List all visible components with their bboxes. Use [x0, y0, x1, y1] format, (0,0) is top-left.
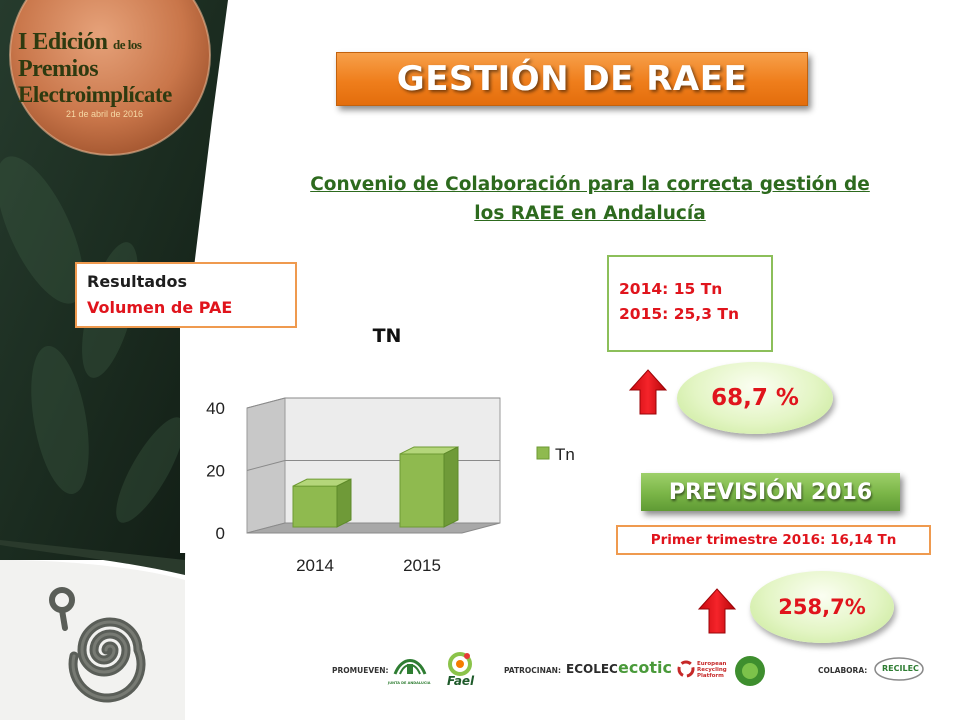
green-circle-logo-icon [735, 656, 765, 686]
reclec-logo-text: RECILEC [882, 664, 919, 673]
subtitle-line1: Convenio de Colaboración para la correct… [310, 174, 870, 195]
forecast-increase-value: 258,7% [778, 595, 866, 619]
fael-logo-text: Fael [447, 674, 475, 688]
sponsor-label: PATROCINAN: [504, 666, 561, 675]
chart-gridline-side [246, 397, 286, 409]
bar-side [443, 446, 459, 528]
badge-electroimplicate: Electroimplícate [18, 82, 172, 107]
subtitle-line2: los RAEE en Andalucía [474, 203, 706, 224]
legend-swatch [536, 446, 550, 460]
badge-premios: Premios [18, 56, 99, 82]
volume-label: Volumen de PAE [87, 298, 233, 317]
quarter-value: Primer trimestre 2016: 16,14 Tn [650, 532, 897, 548]
badge-de-los: de los [113, 37, 142, 52]
page-title: GESTIÓN DE RAEE [396, 59, 748, 99]
results-label: Resultados [87, 272, 187, 291]
ecotic-logo: ecotic [618, 658, 672, 677]
forecast-increase-oval: 258,7% [750, 571, 894, 643]
increase-2015-value: 68,7 % [711, 385, 799, 411]
quarter-box: Primer trimestre 2016: 16,14 Tn [616, 525, 931, 555]
y-tick-label: 40 [206, 399, 225, 418]
junta-logo-icon [393, 659, 427, 675]
subtitle: Convenio de Colaboración para la correct… [260, 170, 920, 228]
chart-gridline-side [246, 460, 286, 471]
badge-edition: I Edición [18, 29, 108, 55]
y-tick-label: 0 [216, 524, 225, 543]
value-2014: 2014: 15 Tn [619, 280, 723, 298]
awards-badge: I Edición de los Premios Electroimplícat… [18, 30, 218, 119]
footer-sponsors: PROMUEVEN: JUNTA DE ANDALUCIA Fael PATRO… [330, 650, 960, 692]
forecast-banner: PREVISIÓN 2016 [641, 473, 900, 511]
chart-title: TN [373, 325, 402, 347]
arrow-up-icon [697, 588, 737, 634]
bar [292, 485, 338, 528]
title-banner: GESTIÓN DE RAEE [336, 52, 808, 106]
values-box: 2014: 15 Tn 2015: 25,3 Tn [607, 255, 773, 352]
spiral-logo-icon [49, 587, 146, 703]
ecolec-logo: ECOLEC [566, 662, 618, 676]
increase-2015-oval: 68,7 % [677, 362, 833, 434]
x-tick-label: 2014 [296, 556, 334, 575]
bar-chart: 0 20 40 2014 2015 TN Tn [206, 325, 575, 575]
junta-logo-text: JUNTA DE ANDALUCIA [388, 681, 431, 685]
promote-label: PROMUEVEN: [332, 666, 389, 675]
value-2015: 2015: 25,3 Tn [619, 305, 739, 323]
bar-side [336, 478, 352, 528]
reclec-logo-icon [874, 657, 924, 681]
badge-date: 21 de abril de 2016 [66, 109, 144, 119]
erp-logo-text: European Recycling Platform [697, 661, 727, 679]
collab-label: COLABORA: [818, 666, 868, 675]
x-tick-label: 2015 [403, 556, 441, 575]
arrow-up-icon [628, 369, 668, 415]
results-box: Resultados Volumen de PAE [75, 262, 297, 328]
y-tick-label: 20 [206, 462, 225, 481]
forecast-title: PREVISIÓN 2016 [668, 479, 873, 505]
erp-logo-icon [677, 660, 695, 678]
fael-logo-icon [448, 652, 472, 676]
chart-floor [246, 522, 501, 534]
legend-label: Tn [555, 445, 575, 464]
bar [399, 453, 445, 528]
